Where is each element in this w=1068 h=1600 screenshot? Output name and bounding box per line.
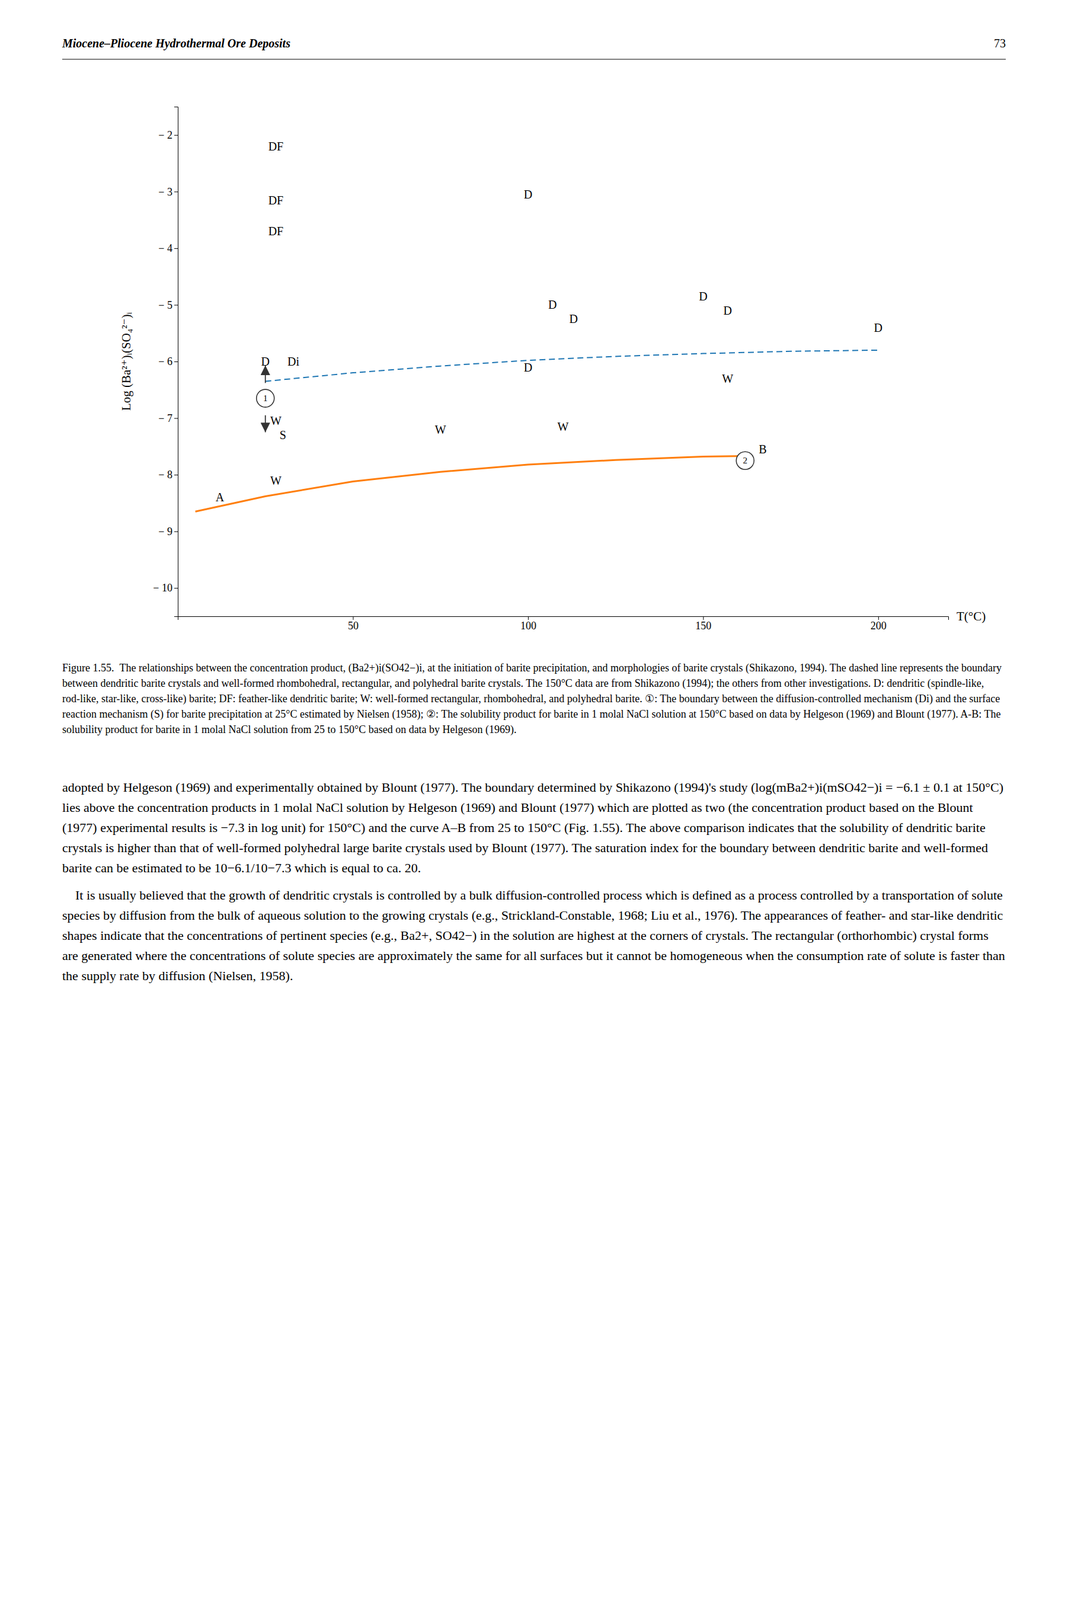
x-axis-line — [178, 616, 949, 621]
tick-label: − 7 — [158, 412, 173, 425]
tick-label: 200 — [870, 619, 887, 632]
annotation: W — [721, 372, 734, 386]
annotation-circle — [736, 451, 754, 470]
tick: 50 — [347, 616, 359, 632]
tick: 100 — [520, 616, 537, 632]
series-line — [195, 456, 746, 513]
tick: − 3 — [158, 186, 178, 198]
tick: 200 — [870, 616, 887, 632]
y-axis-title: Log (Ba²⁺)ᵢ(SO₄²⁻)ᵢ — [119, 311, 134, 411]
annotation: DF — [268, 139, 284, 153]
tick: − 9 — [158, 525, 178, 538]
tick-mark — [174, 531, 178, 533]
header: Miocene–Pliocene Hydrothermal Ore Deposi… — [61, 36, 291, 51]
tick-mark — [174, 191, 178, 193]
tick-mark — [174, 304, 178, 306]
tick-mark — [174, 474, 178, 476]
annotation: DF — [268, 193, 284, 207]
lines — [195, 350, 879, 512]
arrow — [264, 415, 267, 433]
x-axis: 50 100 150 200 — [178, 616, 949, 632]
annotation: D — [698, 289, 708, 303]
annotation: D — [548, 298, 557, 312]
annotation: D — [523, 187, 533, 201]
tick-label: − 5 — [158, 299, 173, 312]
tick-label: − 6 — [158, 355, 173, 368]
tick: − 6 — [158, 355, 178, 368]
y-axis-line — [174, 107, 179, 617]
tick: − 8 — [158, 468, 178, 481]
annotation: W — [435, 423, 447, 437]
tick-label: 100 — [520, 619, 537, 632]
annotation: W — [270, 474, 282, 488]
annotation: W — [270, 414, 282, 428]
tick-label: − 8 — [158, 468, 173, 481]
series-line — [265, 350, 879, 382]
tick-mark — [174, 418, 178, 420]
tick-mark — [174, 361, 178, 363]
tick-label: − 2 — [158, 129, 173, 142]
annotation: D — [874, 321, 883, 335]
body-text: It is usually believed that the growth o… — [62, 887, 1009, 984]
tick-label: 150 — [695, 619, 712, 632]
caption: Figure 1.55. The relationships between t… — [62, 662, 1005, 737]
annotation: D — [723, 304, 732, 318]
tick: − 7 — [158, 412, 178, 425]
body-text: adopted by Helgeson (1969) and experimen… — [62, 779, 1007, 876]
tick-label: − 3 — [158, 186, 173, 198]
tick: − 10 — [152, 582, 178, 594]
annotation: 1 — [263, 393, 268, 404]
x-axis-title: T(°C) — [956, 609, 986, 624]
annotation: 2 — [743, 455, 748, 466]
y-axis: − 2 − 3 − 4 − 5 − 6 − 7 − 8 − 9 − 10 — [152, 107, 178, 617]
tick-mark — [174, 248, 178, 249]
tick-mark — [174, 587, 178, 589]
annotation: DF — [268, 224, 284, 238]
tick: − 2 — [158, 129, 178, 142]
annotation: A — [215, 490, 225, 504]
tick-label: − 4 — [158, 242, 173, 255]
tick: 150 — [695, 616, 712, 632]
annotation-circle — [256, 389, 275, 408]
page-number: 73 — [993, 36, 1006, 50]
annotation: D — [569, 312, 578, 326]
annotation: Di — [287, 355, 300, 369]
annotations: DDDDDDDDDiDFDFDFWWWWWSAB12 — [215, 139, 883, 504]
arrow — [264, 365, 267, 384]
tick-label: 50 — [347, 619, 359, 632]
annotation: D — [261, 355, 270, 369]
tick-label: − 9 — [158, 525, 173, 538]
tick: − 4 — [158, 242, 178, 255]
tick-label: − 10 — [152, 582, 173, 594]
page: Miocene–Pliocene Hydrothermal Ore Deposi… — [0, 0, 1068, 1600]
annotation: W — [557, 420, 569, 434]
chart: 50 100 150 200 − 2 − 3 − 4 − 5 − 6 − 7 − 8 − 9 − 10 T… — [119, 107, 986, 632]
header-rule — [62, 59, 1006, 60]
annotation: D — [523, 360, 533, 374]
annotation: S — [279, 428, 287, 442]
annotation: B — [758, 442, 767, 456]
tick-mark — [174, 135, 178, 136]
tick: − 5 — [158, 299, 178, 312]
